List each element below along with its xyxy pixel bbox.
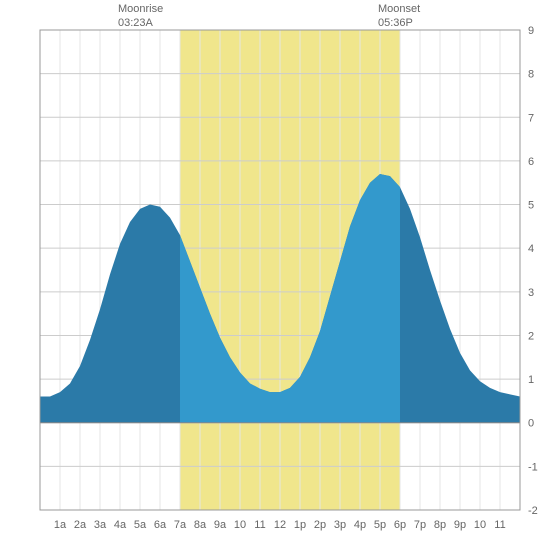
x-tick-label: 4a [114,519,127,531]
x-tick-label: 4p [354,519,366,531]
y-tick-label: -2 [528,505,538,517]
moonset-time: 05:36P [378,17,413,29]
y-tick-label: 0 [528,418,534,430]
x-tick-label: 3p [334,519,346,531]
x-tick-label: 10 [234,519,246,531]
moonset-label: Moonset 05:36P [378,2,420,31]
x-tick-label: 2a [74,519,87,531]
moonset-title: Moonset [378,3,420,15]
y-tick-label: 7 [528,112,534,124]
x-tick-label: 8a [194,519,207,531]
x-tick-label: 2p [314,519,326,531]
x-tick-label: 6a [154,519,167,531]
y-tick-label: 2 [528,330,534,342]
y-tick-label: 5 [528,200,534,212]
moonrise-label: Moonrise 03:23A [118,2,163,31]
x-tick-label: 5a [134,519,147,531]
x-tick-label: 1p [294,519,306,531]
x-tick-label: 7p [414,519,426,531]
y-tick-label: 6 [528,156,534,168]
x-tick-label: 10 [474,519,486,531]
x-tick-label: 9p [454,519,466,531]
tide-chart: Moonrise 03:23A Moonset 05:36P -2-101234… [0,0,550,550]
x-tick-label: 11 [494,519,505,531]
x-tick-label: 12 [274,519,286,531]
x-tick-label: 5p [374,519,386,531]
x-tick-label: 6p [394,519,406,531]
chart-svg: -2-101234567891a2a3a4a5a6a7a8a9a1011121p… [0,0,550,550]
x-tick-label: 1a [54,519,67,531]
y-tick-label: 1 [528,374,534,386]
moonrise-time: 03:23A [118,17,153,29]
y-tick-label: 9 [528,25,534,37]
y-tick-label: 4 [528,243,534,255]
y-tick-label: 8 [528,69,534,81]
x-tick-label: 11 [254,519,265,531]
x-tick-label: 3a [94,519,107,531]
y-tick-label: 3 [528,287,534,299]
x-tick-label: 9a [214,519,227,531]
moonrise-title: Moonrise [118,3,163,15]
x-tick-label: 8p [434,519,446,531]
y-tick-label: -1 [528,461,538,473]
x-tick-label: 7a [174,519,187,531]
